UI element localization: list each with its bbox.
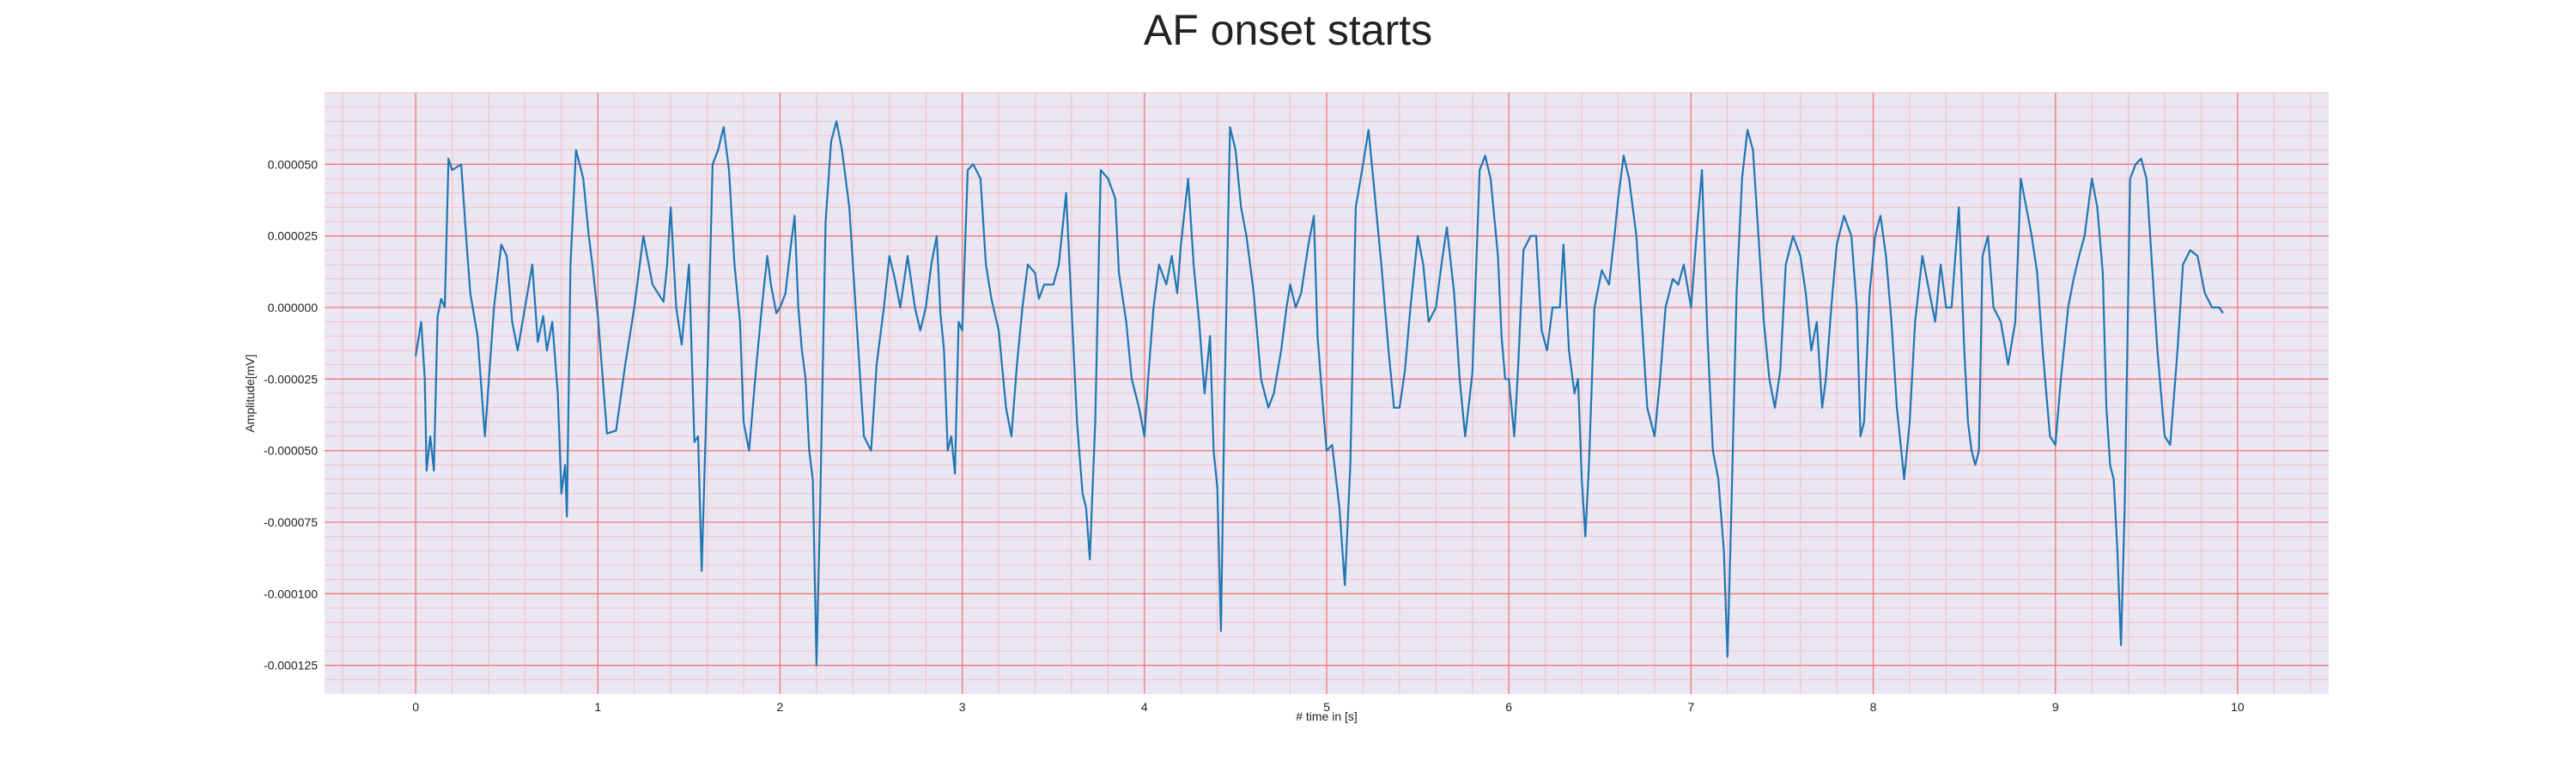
x-tick-label: 8 — [1870, 700, 1877, 714]
x-tick-label: 9 — [2052, 700, 2059, 714]
y-tick-labels: -0.000125 -0.000100 -0.000075 -0.000050 -0.0… — [264, 157, 318, 672]
y-tick-label: 0.000050 — [268, 157, 319, 171]
x-tick-label: 1 — [594, 700, 601, 714]
y-tick-label: -0.000025 — [264, 372, 318, 386]
y-tick-label: 0.000025 — [268, 229, 319, 243]
major-grid — [325, 93, 2329, 694]
x-tick-labels: 0 1 2 3 4 5 6 7 8 9 10 — [412, 700, 2245, 714]
x-tick-label: 4 — [1141, 700, 1148, 714]
y-tick-label: -0.000100 — [264, 587, 318, 600]
series-line — [415, 120, 2224, 666]
y-tick-label: -0.000125 — [264, 659, 318, 673]
x-tick-label: 7 — [1687, 700, 1694, 714]
x-axis-label: # time in [s] — [1296, 709, 1358, 723]
x-tick-label: 5 — [1323, 700, 1330, 714]
chart-title: AF onset starts — [1143, 6, 1433, 54]
x-tick-label: 2 — [777, 700, 784, 714]
x-tick-label: 0 — [412, 700, 419, 714]
y-tick-label: -0.000050 — [264, 444, 318, 458]
y-tick-label: -0.000075 — [264, 515, 318, 529]
x-tick-label: 3 — [959, 700, 966, 714]
x-tick-label: 10 — [2231, 700, 2245, 714]
y-axis-label: Amplitude[mV] — [243, 354, 257, 432]
y-tick-label: 0.000000 — [268, 301, 319, 314]
x-tick-label: 6 — [1505, 700, 1512, 714]
